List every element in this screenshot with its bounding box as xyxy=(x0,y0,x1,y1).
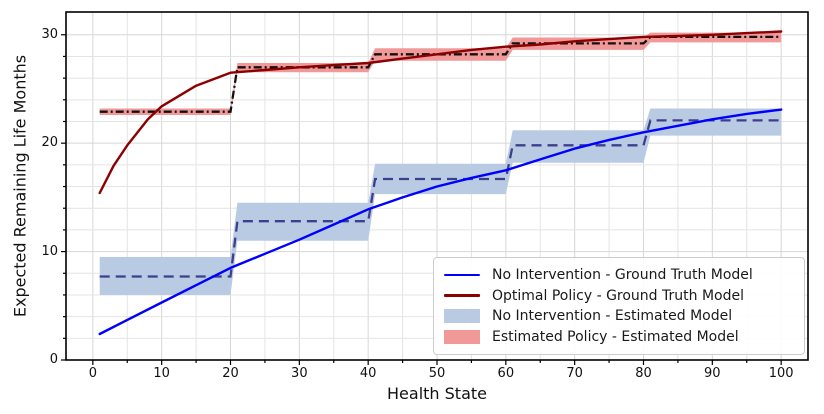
legend-line-swatch xyxy=(444,273,480,277)
y-tick-label: 10 xyxy=(41,243,58,259)
legend-item-label: No Intervention - Ground Truth Model xyxy=(492,266,753,283)
legend: No Intervention - Ground Truth Model Opti… xyxy=(433,257,805,355)
y-tick-label: 30 xyxy=(41,26,58,42)
confidence-band xyxy=(99,32,782,115)
confidence-band xyxy=(99,108,782,295)
x-tick-label: 10 xyxy=(153,366,170,381)
x-tick-label: 60 xyxy=(497,366,515,381)
legend-item: Optimal Policy - Ground Truth Model xyxy=(444,288,794,304)
legend-item: Estimated Policy - Estimated Model xyxy=(444,329,794,345)
legend-patch-swatch xyxy=(444,330,480,345)
y-tick-label: 20 xyxy=(41,135,58,151)
legend-item: No Intervention - Estimated Model xyxy=(444,308,794,324)
x-axis-title: Health State xyxy=(387,384,487,403)
x-tick-label: 80 xyxy=(635,366,652,381)
ground-truth-curve xyxy=(98,30,783,195)
legend-item-label: Optimal Policy - Ground Truth Model xyxy=(492,287,744,304)
x-tick-label: 100 xyxy=(768,366,794,381)
legend-patch-swatch xyxy=(444,309,480,324)
x-tick-label: 90 xyxy=(704,366,721,381)
legend-item: No Intervention - Ground Truth Model xyxy=(444,267,794,283)
x-tick-label: 70 xyxy=(566,366,583,381)
band-mean-line xyxy=(99,35,782,113)
x-tick-label: 30 xyxy=(291,366,308,381)
x-tick-label: 0 xyxy=(88,366,97,381)
band-mean-line xyxy=(99,119,782,278)
y-axis-title: Expected Remaining Life Months xyxy=(10,54,30,318)
ground-truth-curve xyxy=(98,108,783,336)
legend-item-label: Estimated Policy - Estimated Model xyxy=(492,329,739,346)
axis-ticks xyxy=(61,34,782,365)
legend-line-swatch xyxy=(444,294,480,297)
y-tick-label: 0 xyxy=(49,352,58,367)
x-tick-label: 40 xyxy=(359,366,377,381)
legend-item-label: No Intervention - Estimated Model xyxy=(492,308,733,325)
x-tick-label: 50 xyxy=(428,366,446,381)
x-tick-label: 20 xyxy=(222,366,239,381)
